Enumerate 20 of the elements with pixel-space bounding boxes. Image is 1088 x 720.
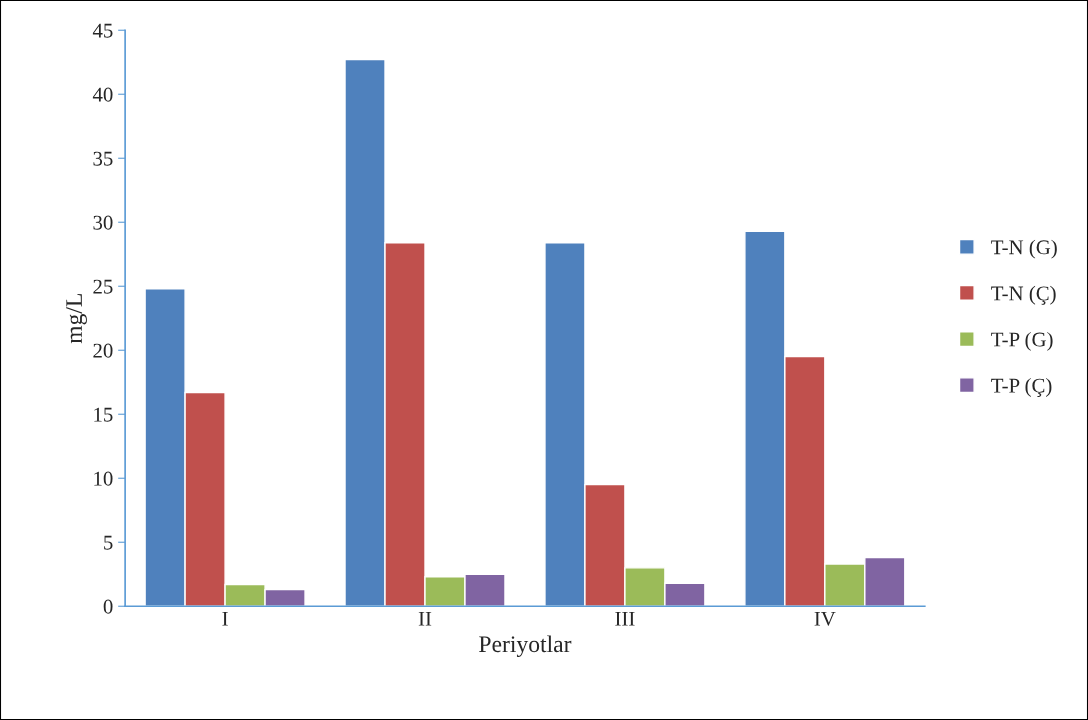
x-tick-label: I	[222, 611, 228, 626]
legend-label: T-N (G)	[991, 239, 1057, 259]
y-tick-label: 20	[93, 343, 113, 358]
y-tick-label: 40	[92, 87, 113, 102]
x-axis-title: Periyotlar	[479, 635, 572, 658]
y-axis-title: mg/L	[66, 294, 87, 344]
y-tick-label: 35	[93, 151, 113, 166]
legend-label: T-P (Ç)	[991, 378, 1052, 397]
x-tick-label: II	[418, 611, 432, 626]
y-tick-label: 25	[93, 279, 113, 294]
y-tick-label: 0	[103, 599, 113, 614]
y-tick-label: 45	[92, 23, 113, 38]
y-tick-label: 30	[93, 215, 113, 230]
legend-label: T-N (Ç)	[991, 285, 1056, 305]
y-tick-label: 5	[104, 535, 113, 550]
legend-label: T-P (G)	[991, 331, 1053, 351]
x-tick-label: IV	[814, 611, 836, 626]
x-tick-label: III	[615, 611, 635, 626]
y-tick-label: 15	[94, 407, 113, 422]
y-tick-label: 10	[94, 471, 113, 486]
